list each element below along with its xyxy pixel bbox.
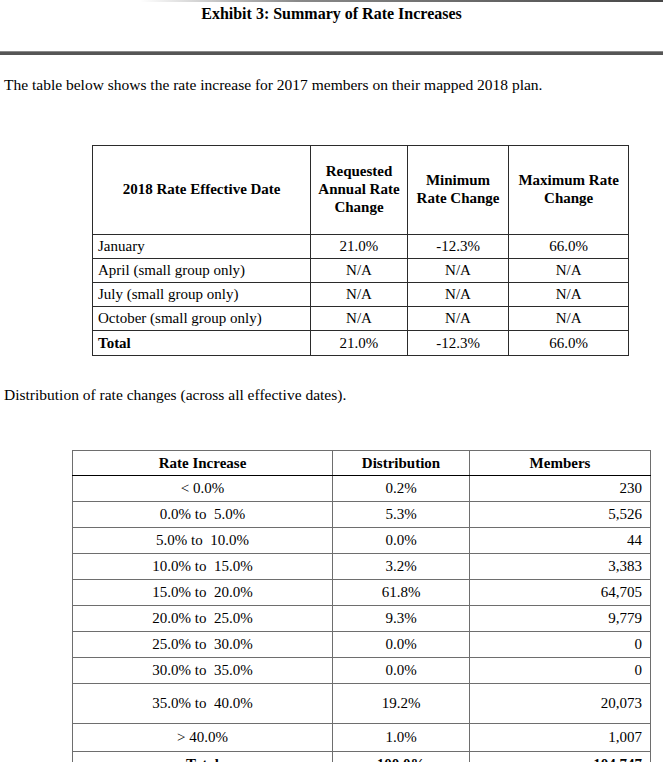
header-rate-increase: Rate Increase [73, 451, 333, 476]
members-cell: 3,383 [470, 554, 651, 580]
minimum-change-cell: N/A [407, 259, 509, 283]
members-cell: 64,705 [470, 580, 651, 606]
distribution-cell: 0.0% [333, 632, 470, 658]
distribution-row: 5.0% to 10.0%0.0%44 [73, 528, 651, 554]
rate-increase-cell: 30.0% to 35.0% [73, 658, 333, 684]
maximum-change-cell: N/A [509, 259, 629, 283]
rate-increase-cell: < 0.0% [73, 476, 333, 502]
members-cell: 0 [470, 632, 651, 658]
header-requested-annual-rate-change: Requested Annual Rate Change [311, 146, 408, 235]
distribution-row: 10.0% to 15.0%3.2%3,383 [73, 554, 651, 580]
header-members: Members [470, 451, 651, 476]
distribution-cell: 0.2% [333, 476, 470, 502]
requested-change-cell: N/A [311, 259, 408, 283]
effective-date-cell: January [93, 235, 311, 259]
distribution-cell: 19.2% [333, 684, 470, 724]
distribution-cell: 9.3% [333, 606, 470, 632]
distribution-cell: 3.2% [333, 554, 470, 580]
distribution-total-row: Total 100.0% 104,747 [73, 752, 651, 762]
distribution-cell: 0.0% [333, 528, 470, 554]
maximum-change-cell: N/A [509, 283, 629, 307]
rate-increase-cell: 20.0% to 25.0% [73, 606, 333, 632]
members-cell: 230 [470, 476, 651, 502]
rate-increase-cell: > 40.0% [73, 724, 333, 752]
distribution-row: 30.0% to 35.0%0.0%0 [73, 658, 651, 684]
members-cell: 5,526 [470, 502, 651, 528]
members-cell: 20,073 [470, 684, 651, 724]
intro-paragraph: The table below shows the rate increase … [4, 76, 542, 94]
distribution-row: 0.0% to 5.0%5.3%5,526 [73, 502, 651, 528]
top-partial-rule [140, 0, 663, 2]
header-maximum-rate-change: Maximum Rate Change [509, 146, 629, 235]
total-distribution-cell: 100.0% [333, 752, 470, 762]
rate-summary-row: January21.0%-12.3%66.0% [93, 235, 629, 259]
requested-change-cell: N/A [311, 307, 408, 331]
minimum-change-cell: N/A [407, 283, 509, 307]
rate-summary-row: April (small group only)N/AN/AN/A [93, 259, 629, 283]
distribution-paragraph: Distribution of rate changes (across all… [4, 386, 346, 404]
rate-increase-cell: 10.0% to 15.0% [73, 554, 333, 580]
distribution-row: < 0.0%0.2%230 [73, 476, 651, 502]
minimum-change-cell: -12.3% [407, 235, 509, 259]
distribution-cell: 1.0% [333, 724, 470, 752]
header-minimum-rate-change: Minimum Rate Change [407, 146, 509, 235]
exhibit-title: Exhibit 3: Summary of Rate Increases [0, 5, 663, 23]
members-cell: 44 [470, 528, 651, 554]
header-distribution: Distribution [333, 451, 470, 476]
rate-increase-cell: 15.0% to 20.0% [73, 580, 333, 606]
distribution-row: > 40.0%1.0%1,007 [73, 724, 651, 752]
distribution-cell: 5.3% [333, 502, 470, 528]
rate-increase-cell: 5.0% to 10.0% [73, 528, 333, 554]
total-maximum-cell: 66.0% [509, 331, 629, 356]
members-cell: 9,779 [470, 606, 651, 632]
requested-change-cell: N/A [311, 283, 408, 307]
effective-date-cell: July (small group only) [93, 283, 311, 307]
rate-increase-cell: 35.0% to 40.0% [73, 684, 333, 724]
rate-increase-cell: 0.0% to 5.0% [73, 502, 333, 528]
title-divider-rule [0, 51, 663, 55]
distribution-cell: 61.8% [333, 580, 470, 606]
rate-summary-body: January21.0%-12.3%66.0%April (small grou… [93, 235, 629, 331]
effective-date-cell: April (small group only) [93, 259, 311, 283]
members-cell: 1,007 [470, 724, 651, 752]
minimum-change-cell: N/A [407, 307, 509, 331]
distribution-row: 20.0% to 25.0%9.3%9,779 [73, 606, 651, 632]
rate-summary-total-row: Total 21.0% -12.3% 66.0% [93, 331, 629, 356]
rate-summary-header-row: 2018 Rate Effective Date Requested Annua… [93, 146, 629, 235]
effective-date-cell: October (small group only) [93, 307, 311, 331]
distribution-row: 15.0% to 20.0%61.8%64,705 [73, 580, 651, 606]
total-label-cell: Total [93, 331, 311, 356]
distribution-header-row: Rate Increase Distribution Members [73, 451, 651, 476]
distribution-cell: 0.0% [333, 658, 470, 684]
total-minimum-cell: -12.3% [407, 331, 509, 356]
total-label-cell: Total [73, 752, 333, 762]
members-cell: 0 [470, 658, 651, 684]
distribution-row: 25.0% to 30.0%0.0%0 [73, 632, 651, 658]
total-members-cell: 104,747 [470, 752, 651, 762]
rate-summary-row: October (small group only)N/AN/AN/A [93, 307, 629, 331]
distribution-row: 35.0% to 40.0%19.2%20,073 [73, 684, 651, 724]
rate-summary-row: July (small group only)N/AN/AN/A [93, 283, 629, 307]
maximum-change-cell: N/A [509, 307, 629, 331]
rate-summary-table: 2018 Rate Effective Date Requested Annua… [92, 145, 629, 356]
total-requested-cell: 21.0% [311, 331, 408, 356]
header-effective-date: 2018 Rate Effective Date [93, 146, 311, 235]
maximum-change-cell: 66.0% [509, 235, 629, 259]
distribution-table: Rate Increase Distribution Members < 0.0… [72, 450, 651, 762]
distribution-body: < 0.0%0.2%2300.0% to 5.0%5.3%5,5265.0% t… [73, 476, 651, 752]
rate-increase-cell: 25.0% to 30.0% [73, 632, 333, 658]
requested-change-cell: 21.0% [311, 235, 408, 259]
